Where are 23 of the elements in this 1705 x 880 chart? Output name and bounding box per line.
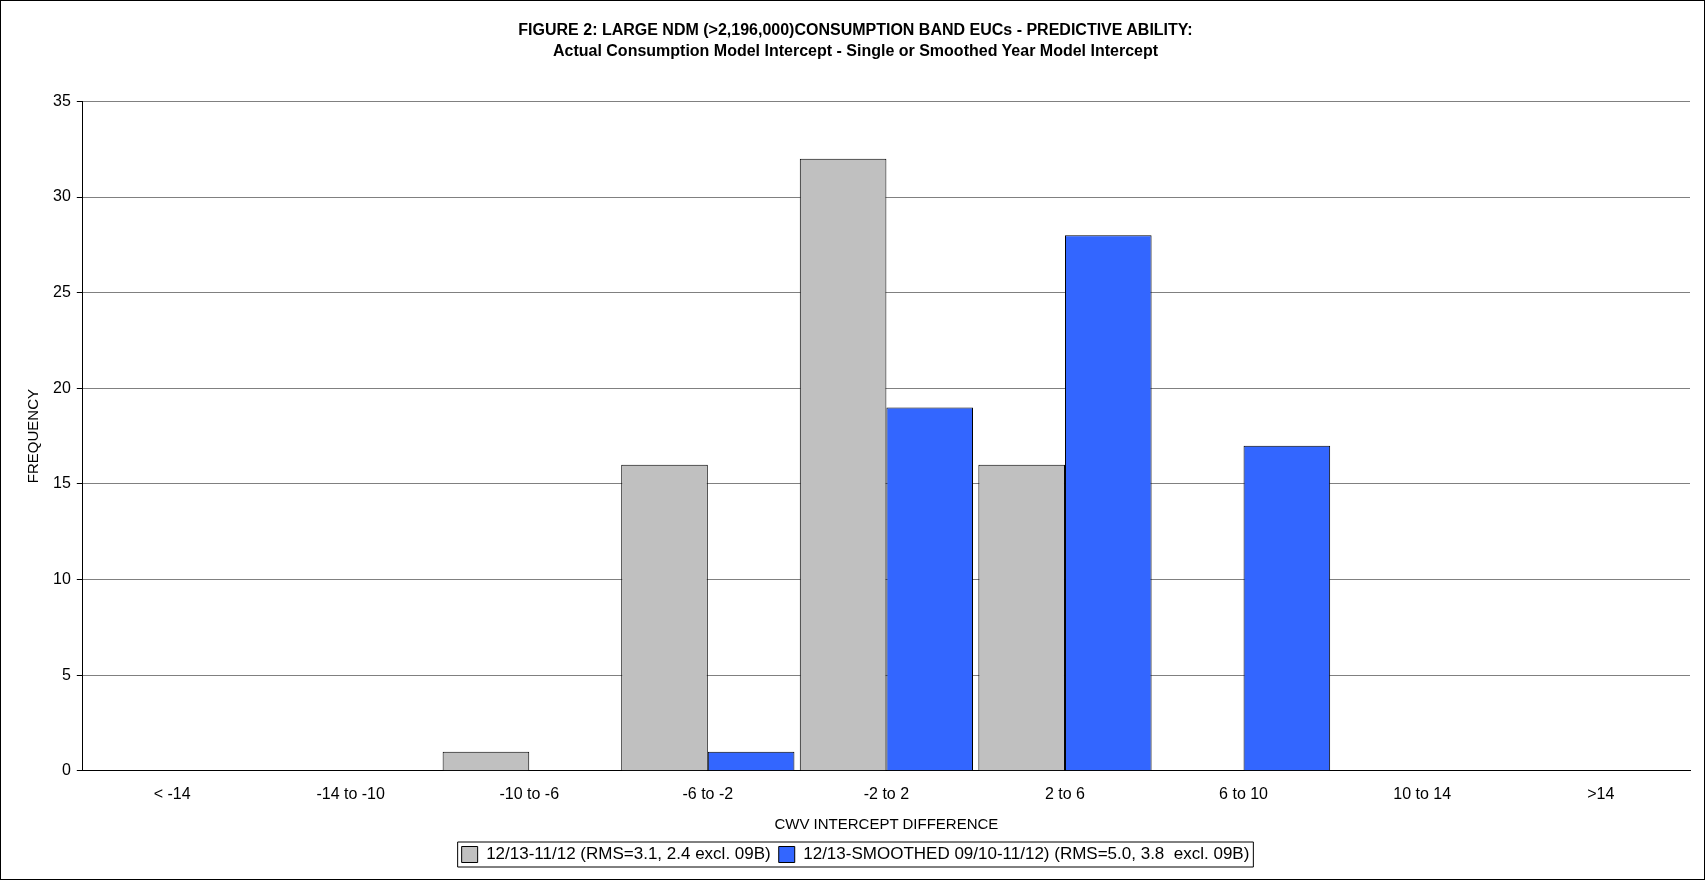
x-tick-label: -10 to -6 [499,784,560,802]
x-tick-label: 6 to 10 [1219,784,1269,802]
x-tick-label: < -14 [153,784,191,802]
y-tick-label: 35 [53,91,71,109]
x-tick-label: 10 to 14 [1393,784,1452,802]
y-tick-label: 20 [53,378,71,396]
x-tick-label: -2 to 2 [863,784,910,802]
y-tick-label: 0 [61,761,71,779]
x-tick-label: -14 to -10 [316,784,386,802]
y-tick-label: 25 [53,283,71,301]
x-axis-title: CWV INTERCEPT DIFFERENCE [774,815,999,833]
y-tick-label: 30 [53,187,71,205]
y-tick-label: 5 [61,665,71,683]
legend-label: 12/13-SMOOTHED 09/10-11/12) (RMS=5.0, 3.8 excl. 09B) [803,844,1250,864]
x-tick-label: -6 to -2 [682,784,734,802]
x-tick-label: >14 [1587,784,1615,802]
chart-title: FIGURE 2: LARGE NDM (>2,196,000)CONSUMPTION BAND EUCs - PREDICTIVE ABILITY: [518,21,1193,39]
x-tick-label: 2 to 6 [1044,784,1086,802]
chart-subtitle: Actual Consumption Model Intercept - Single or Smoothed Year Model Intercept [552,42,1159,60]
y-axis-title: FREQUENCY [24,389,42,484]
legend-label: 12/13-11/12 (RMS=3.1, 2.4 excl. 09B) [486,844,771,864]
y-tick-label: 15 [53,474,71,492]
y-tick-label: 10 [53,569,71,587]
